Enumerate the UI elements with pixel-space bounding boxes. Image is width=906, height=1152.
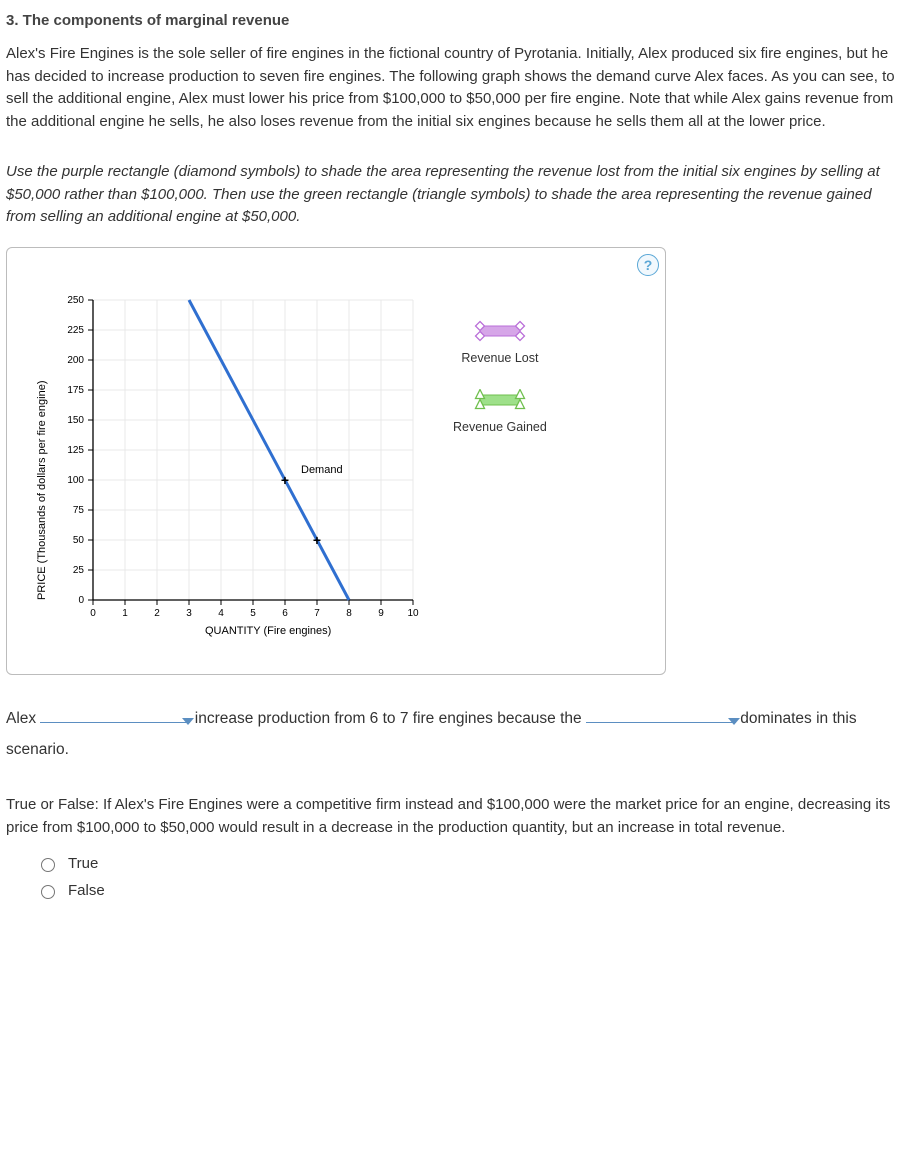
fillin-mid: increase production from 6 to 7 fire eng… (195, 710, 582, 727)
svg-text:2: 2 (154, 608, 160, 619)
dropdown-blank-2[interactable] (586, 722, 736, 723)
svg-text:175: 175 (67, 385, 84, 396)
demand-chart[interactable]: 0123456789100255075100125150175200225250… (23, 280, 423, 660)
svg-text:5: 5 (250, 608, 256, 619)
legend-lost-label: Revenue Lost (453, 351, 547, 365)
svg-text:9: 9 (378, 608, 384, 619)
svg-text:0: 0 (90, 608, 96, 619)
true-false-prompt: True or False: If Alex's Fire Engines we… (6, 793, 900, 840)
question-paragraph: Alex's Fire Engines is the sole seller o… (6, 43, 900, 133)
legend-gained-label: Revenue Gained (453, 420, 547, 434)
svg-text:225: 225 (67, 325, 84, 336)
svg-text:8: 8 (346, 608, 352, 619)
question-heading: 3. The components of marginal revenue (6, 12, 900, 29)
fillin-prefix: Alex (6, 710, 36, 727)
diamond-icon (470, 320, 530, 342)
svg-text:+: + (313, 531, 321, 547)
chart-legend: Revenue Lost Revenue Gained (453, 280, 547, 660)
svg-text:3: 3 (186, 608, 192, 619)
svg-text:10: 10 (407, 608, 419, 619)
svg-text:QUANTITY (Fire engines): QUANTITY (Fire engines) (205, 625, 331, 637)
graph-panel: ? 01234567891002550751001251501752002252… (6, 247, 666, 675)
svg-text:1: 1 (122, 608, 128, 619)
svg-text:PRICE (Thousands of dollars pe: PRICE (Thousands of dollars per fire eng… (36, 380, 48, 600)
svg-text:200: 200 (67, 355, 84, 366)
dropdown-blank-1[interactable] (40, 722, 190, 723)
fill-in-sentence: Alex increase production from 6 to 7 fir… (6, 703, 900, 765)
chevron-down-icon (728, 718, 740, 725)
svg-text:Demand: Demand (301, 463, 343, 475)
true-false-options: True False (6, 855, 900, 899)
radio-false[interactable] (41, 885, 55, 899)
svg-text:4: 4 (218, 608, 224, 619)
svg-text:0: 0 (78, 595, 84, 606)
svg-text:100: 100 (67, 475, 84, 486)
svg-text:25: 25 (73, 565, 85, 576)
svg-text:7: 7 (314, 608, 320, 619)
graph-instructions: Use the purple rectangle (diamond symbol… (6, 161, 900, 229)
svg-text:125: 125 (67, 445, 84, 456)
legend-revenue-lost[interactable]: Revenue Lost (453, 320, 547, 365)
svg-text:150: 150 (67, 415, 84, 426)
option-false[interactable]: False (36, 882, 900, 899)
svg-text:50: 50 (73, 535, 85, 546)
option-false-label: False (68, 882, 105, 899)
legend-revenue-gained[interactable]: Revenue Gained (453, 389, 547, 434)
triangle-icon (470, 389, 530, 411)
option-true[interactable]: True (36, 855, 900, 872)
svg-text:75: 75 (73, 505, 85, 516)
option-true-label: True (68, 855, 98, 872)
svg-text:250: 250 (67, 295, 84, 306)
radio-true[interactable] (41, 858, 55, 872)
svg-text:6: 6 (282, 608, 288, 619)
help-icon[interactable]: ? (637, 254, 659, 276)
svg-text:+: + (281, 471, 289, 487)
chevron-down-icon (182, 718, 194, 725)
